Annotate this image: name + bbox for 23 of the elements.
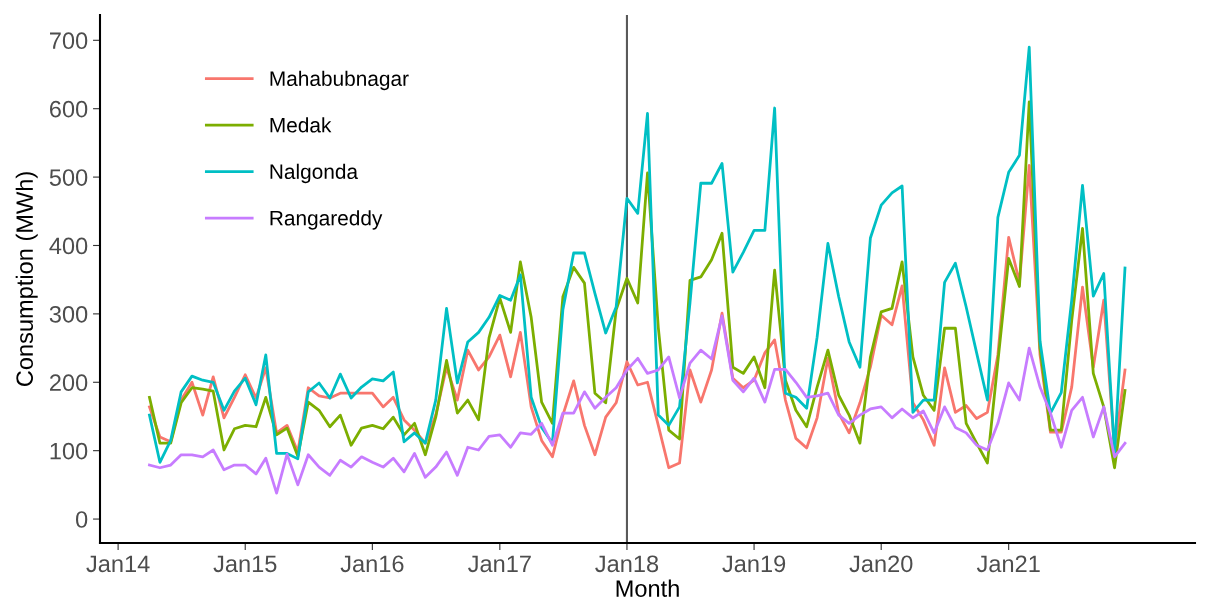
x-tick-label: Jan21 bbox=[976, 555, 1040, 573]
y-axis-title: Consumption (MWh) bbox=[15, 172, 38, 387]
x-tick-label: Jan19 bbox=[722, 555, 786, 573]
y-tick-label: 300 bbox=[49, 305, 88, 323]
x-tick-label: Jan14 bbox=[86, 555, 150, 573]
y-tick-label: 400 bbox=[49, 237, 88, 255]
y-tick-label: 0 bbox=[75, 511, 88, 528]
x-tick-label: Jan20 bbox=[849, 555, 913, 573]
y-tick-label: 700 bbox=[50, 32, 88, 50]
legend-label: Nalgonda bbox=[270, 163, 359, 184]
x-tick-label: Jan18 bbox=[595, 555, 659, 573]
y-tick-label: 500 bbox=[49, 169, 88, 186]
legend-label: Rangareddy bbox=[270, 210, 383, 230]
y-tick-label: 200 bbox=[49, 374, 88, 392]
x-tick-label: Jan15 bbox=[213, 555, 277, 573]
x-tick-label: Jan17 bbox=[468, 555, 531, 573]
x-tick-label: Jan16 bbox=[340, 555, 404, 573]
legend-label: Mahabubnagar bbox=[270, 70, 409, 91]
y-tick-label: 100 bbox=[50, 442, 88, 460]
legend-label: Medak bbox=[270, 117, 332, 133]
x-axis-title: Month bbox=[616, 579, 679, 597]
line-series bbox=[148, 314, 1127, 495]
y-tick-label: 600 bbox=[50, 100, 88, 118]
